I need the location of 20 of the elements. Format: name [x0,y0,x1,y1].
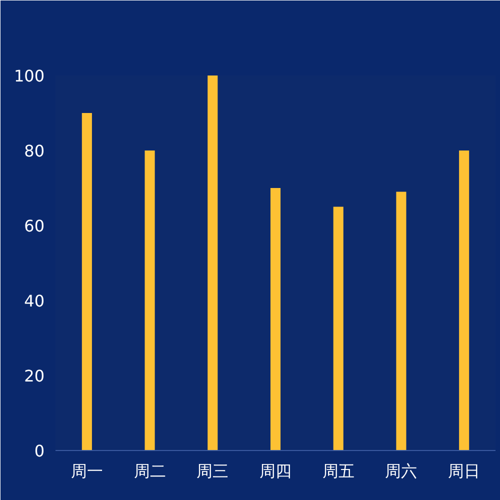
bar [459,150,470,450]
x-tick-label: 周二 [134,462,166,480]
y-tick-label: 100 [14,66,45,86]
bar [396,192,406,450]
x-tick-label: 周一 [70,462,103,480]
y-tick-label: 40 [24,292,44,310]
y-tick-label: 20 [24,366,44,386]
y-tick-label: 80 [24,142,44,160]
bar [208,76,218,450]
x-tick-label: 周日 [448,462,480,480]
x-tick-label: 周六 [385,462,418,480]
x-tick-label: 周三 [196,462,229,480]
x-tick-label: 周四 [260,462,292,480]
bar [82,113,92,450]
y-tick-label: 60 [24,216,44,236]
x-tick-label: 周五 [322,462,354,480]
bar [333,206,344,450]
bar [270,188,281,450]
bar [144,150,155,450]
y-tick-label: 0 [34,442,45,460]
